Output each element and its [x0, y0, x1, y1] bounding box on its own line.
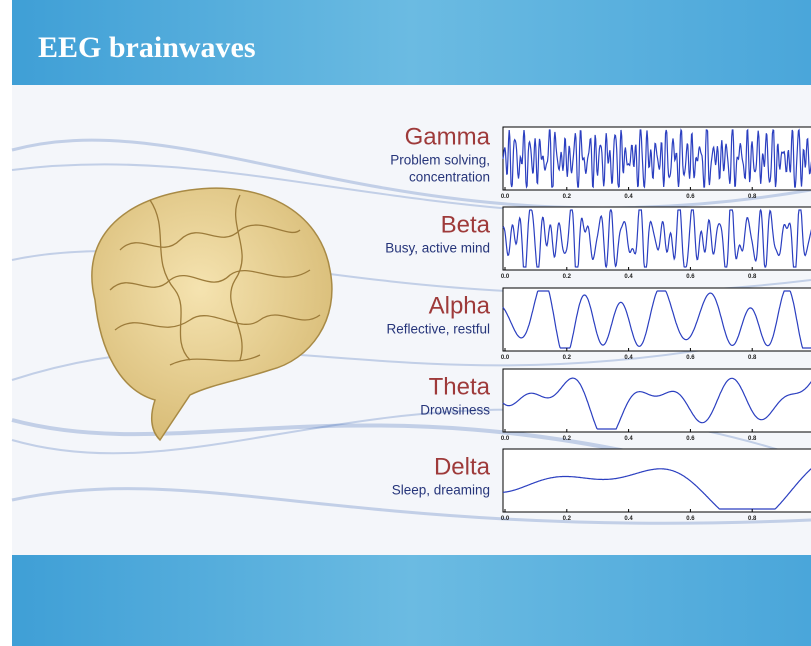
axis-tick-label: 0.0 [501, 355, 510, 361]
axis-tick-label: 0.4 [624, 194, 633, 200]
axis-tick-label: 0.0 [501, 436, 510, 442]
wave-name: Alpha [429, 293, 491, 320]
axis-tick-label: 0.6 [686, 274, 695, 280]
axis-tick-label: 0.4 [624, 436, 633, 442]
axis-tick-label: 0.2 [563, 516, 572, 522]
axis-tick-label: 0.2 [563, 274, 572, 280]
slide: EEG brainwaves GammaProblem solving,conc… [0, 0, 811, 646]
axis-tick-label: 0.8 [748, 355, 757, 361]
wave-frame [503, 449, 811, 512]
axis-tick-label: 0.4 [624, 274, 633, 280]
axis-tick-label: 0.4 [624, 355, 633, 361]
wave-description: Reflective, restful [386, 322, 490, 337]
wave-name: Delta [434, 454, 491, 481]
wave-name: Theta [429, 374, 491, 401]
footer-bar [12, 555, 811, 646]
axis-tick-label: 0.0 [501, 516, 510, 522]
axis-tick-label: 0.6 [686, 355, 695, 361]
axis-tick-label: 0.0 [501, 274, 510, 280]
axis-tick-label: 0.6 [686, 516, 695, 522]
axis-tick-label: 0.6 [686, 194, 695, 200]
slide-title: EEG brainwaves [38, 31, 256, 64]
wave-description: Drowsiness [420, 403, 490, 418]
axis-tick-label: 0.2 [563, 436, 572, 442]
wave-name: Gamma [405, 124, 491, 151]
axis-tick-label: 0.8 [748, 274, 757, 280]
axis-tick-label: 0.0 [501, 194, 510, 200]
axis-tick-label: 0.8 [748, 436, 757, 442]
axis-tick-label: 0.2 [563, 355, 572, 361]
wave-description: Busy, active mind [385, 241, 490, 256]
wave-frame [503, 369, 811, 432]
axis-tick-label: 0.4 [624, 516, 633, 522]
axis-tick-label: 0.6 [686, 436, 695, 442]
axis-tick-label: 0.8 [748, 194, 757, 200]
axis-tick-label: 0.8 [748, 516, 757, 522]
wave-frame [503, 207, 811, 270]
axis-tick-label: 0.2 [563, 194, 572, 200]
wave-description: Sleep, dreaming [392, 483, 490, 498]
wave-name: Beta [441, 212, 491, 239]
